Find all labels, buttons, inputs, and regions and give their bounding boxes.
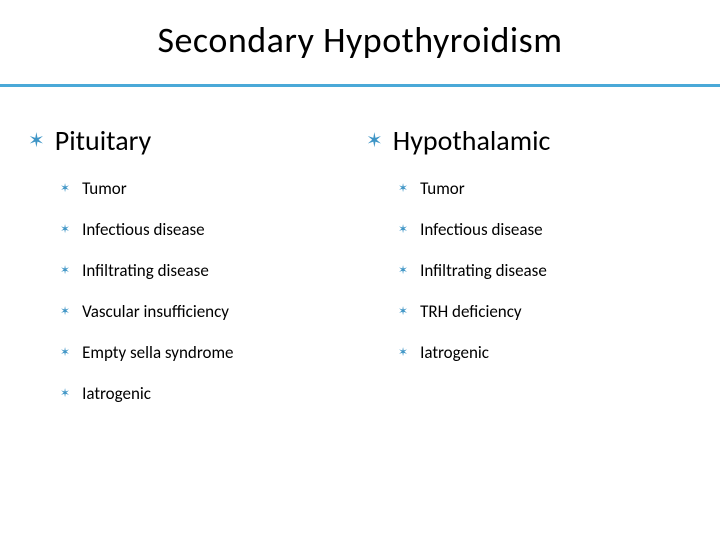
- item-label: Empty sella syndrome: [82, 342, 233, 363]
- column-heading: Hypothalamic: [393, 123, 551, 158]
- item-label: Infiltrating disease: [82, 260, 209, 281]
- list-item: ✶ TRH deficiency: [398, 301, 692, 322]
- item-label: Tumor: [82, 178, 127, 199]
- column-heading: Pituitary: [55, 123, 151, 158]
- item-label: Infectious disease: [82, 219, 205, 240]
- slide-title: Secondary Hypothyroidism: [0, 0, 720, 62]
- asterisk-icon: ✶: [398, 183, 408, 195]
- heading-row: ✶ Pituitary: [28, 123, 360, 158]
- asterisk-icon: ✶: [60, 306, 70, 318]
- list-item: ✶ Infectious disease: [398, 219, 692, 240]
- list-item: ✶ Empty sella syndrome: [60, 342, 360, 363]
- list-item: ✶ Tumor: [398, 178, 692, 199]
- list-item: ✶ Iatrogenic: [60, 383, 360, 404]
- asterisk-icon: ✶: [398, 347, 408, 359]
- list-item: ✶ Infectious disease: [60, 219, 360, 240]
- list-item: ✶ Infiltrating disease: [398, 260, 692, 281]
- list-item: ✶ Tumor: [60, 178, 360, 199]
- heading-row: ✶ Hypothalamic: [360, 123, 692, 158]
- asterisk-icon: ✶: [398, 306, 408, 318]
- item-label: Iatrogenic: [420, 342, 489, 363]
- slide: Secondary Hypothyroidism ✶ Pituitary ✶ T…: [0, 0, 720, 540]
- list-item: ✶ Infiltrating disease: [60, 260, 360, 281]
- item-label: Vascular insufficiency: [82, 301, 229, 322]
- item-label: Infectious disease: [420, 219, 543, 240]
- list-item: ✶ Vascular insufficiency: [60, 301, 360, 322]
- asterisk-icon: ✶: [60, 388, 70, 400]
- item-list: ✶ Tumor ✶ Infectious disease ✶ Infiltrat…: [360, 178, 692, 363]
- column-hypothalamic: ✶ Hypothalamic ✶ Tumor ✶ Infectious dise…: [360, 123, 692, 424]
- item-label: TRH deficiency: [420, 301, 522, 322]
- asterisk-icon: ✶: [60, 265, 70, 277]
- list-item: ✶ Iatrogenic: [398, 342, 692, 363]
- asterisk-icon: ✶: [398, 224, 408, 236]
- asterisk-icon: ✶: [60, 183, 70, 195]
- asterisk-icon: ✶: [398, 265, 408, 277]
- item-list: ✶ Tumor ✶ Infectious disease ✶ Infiltrat…: [28, 178, 360, 404]
- item-label: Iatrogenic: [82, 383, 151, 404]
- column-pituitary: ✶ Pituitary ✶ Tumor ✶ Infectious disease…: [28, 123, 360, 424]
- asterisk-icon: ✶: [366, 131, 383, 151]
- item-label: Infiltrating disease: [420, 260, 547, 281]
- content-area: ✶ Pituitary ✶ Tumor ✶ Infectious disease…: [0, 87, 720, 424]
- asterisk-icon: ✶: [28, 131, 45, 151]
- asterisk-icon: ✶: [60, 224, 70, 236]
- item-label: Tumor: [420, 178, 465, 199]
- asterisk-icon: ✶: [60, 347, 70, 359]
